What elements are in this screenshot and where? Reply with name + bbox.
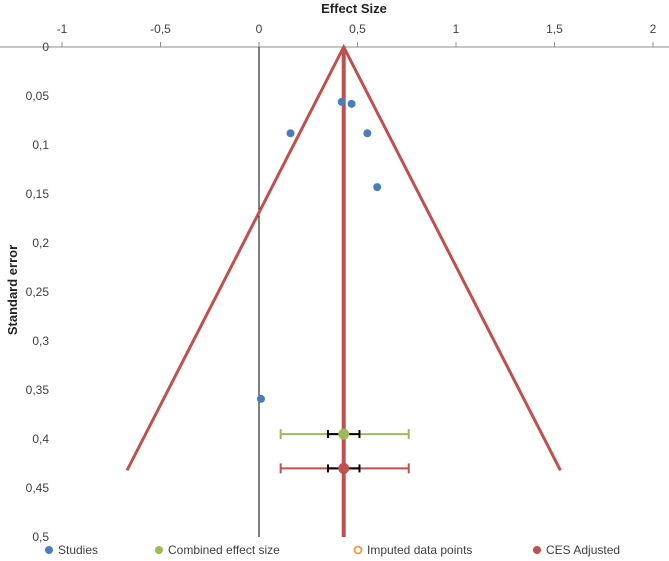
legend-marker-3 xyxy=(533,546,541,554)
study-point-2 xyxy=(286,129,295,138)
x-tick-label: 2 xyxy=(650,22,657,36)
study-point-3 xyxy=(363,129,372,138)
study-point-4 xyxy=(373,183,382,192)
y-tick-label: 0,1 xyxy=(32,138,49,152)
x-tick-label: -1 xyxy=(57,22,68,36)
x-axis-title: Effect Size xyxy=(321,1,387,16)
legend: Studies Combined effect size Imputed data … xyxy=(45,543,620,557)
legend-label-2: Imputed data points xyxy=(367,543,472,557)
study-point-5 xyxy=(256,394,265,403)
y-axis-title: Standard error xyxy=(5,245,20,335)
y-tick-label: 0,45 xyxy=(26,481,50,495)
y-tick-label: 0,4 xyxy=(32,432,49,446)
study-point-0 xyxy=(337,97,346,106)
y-tick-label: 0,2 xyxy=(32,236,49,250)
legend-marker-1 xyxy=(155,546,163,554)
legend-label-0: Studies xyxy=(58,543,98,557)
x-tick-label: -0,5 xyxy=(150,22,171,36)
study-point-1 xyxy=(347,99,356,108)
legend-marker-2 xyxy=(353,545,363,555)
points-layer xyxy=(256,97,410,474)
legend-label-1: Combined effect size xyxy=(168,543,280,557)
x-tick-label: 0 xyxy=(256,22,263,36)
y-tick-label: 0,15 xyxy=(26,187,50,201)
point-1 xyxy=(338,428,350,440)
x-tick-label: 1,5 xyxy=(546,22,563,36)
point-3 xyxy=(338,462,350,474)
x-tick-label: 0,5 xyxy=(349,22,366,36)
y-tick-label: 0,25 xyxy=(26,285,50,299)
legend-label-3: CES Adjusted xyxy=(546,543,620,557)
y-tick-label: 0,35 xyxy=(26,383,50,397)
axes-layer: -1 -0,5 0 0,5 1 1,5 2 0 0,05 0,1 0,15 0,2 0,25 0,3 0,3… xyxy=(0,22,669,544)
funnel-layer xyxy=(125,43,562,537)
y-tick-label: 0 xyxy=(42,40,49,54)
legend-marker-0 xyxy=(45,546,53,554)
y-tick-label: 0,3 xyxy=(32,334,49,348)
y-tick-label: 0,05 xyxy=(26,89,50,103)
y-tick-label: 0,5 xyxy=(32,530,49,544)
x-tick-label: 1 xyxy=(453,22,460,36)
